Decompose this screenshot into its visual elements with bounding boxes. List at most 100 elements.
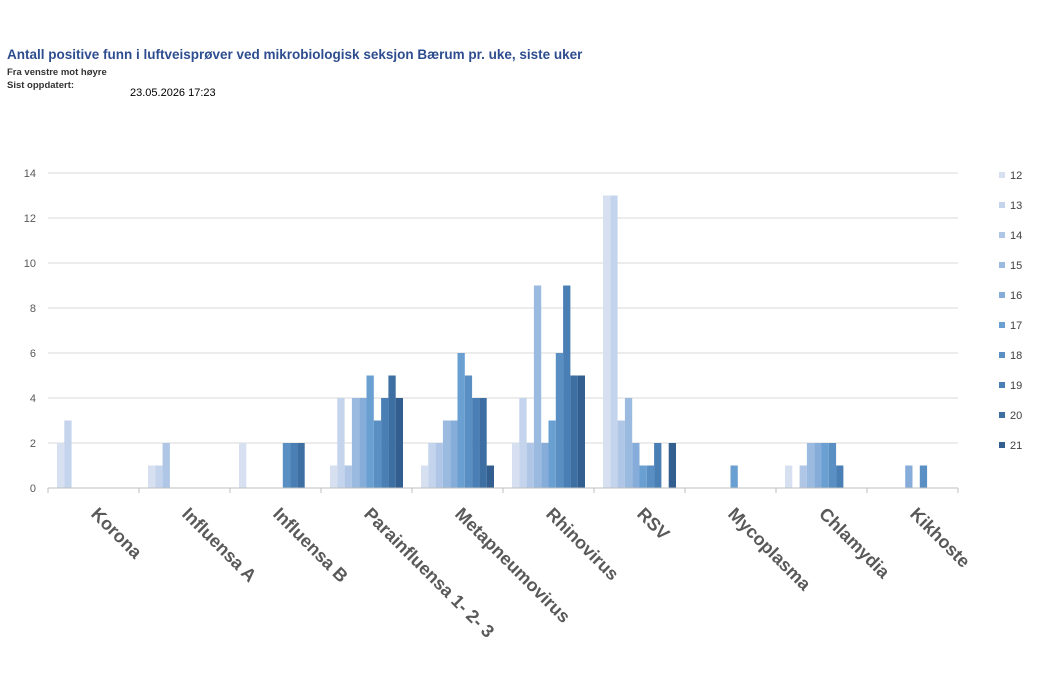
- bar: [64, 420, 72, 488]
- bar: [486, 465, 494, 488]
- y-tick-label: 0: [30, 483, 36, 495]
- bar: [428, 443, 436, 488]
- bar: [919, 465, 928, 488]
- bar: [435, 443, 443, 488]
- bar: [654, 443, 662, 488]
- x-tick-label: Korona: [87, 504, 146, 563]
- bar: [351, 398, 360, 488]
- y-axis-ticks: 0 2 4 6 8 10 12 14: [24, 168, 36, 495]
- bar: [472, 398, 480, 488]
- bar: [512, 443, 520, 488]
- legend-swatch: [999, 442, 1005, 448]
- bar: [603, 195, 611, 488]
- bar: [290, 443, 298, 488]
- legend-swatch: [999, 232, 1005, 238]
- y-tick-label: 2: [30, 438, 36, 450]
- legend-label: 14: [1010, 230, 1022, 242]
- bar: [519, 398, 527, 488]
- legend-label: 20: [1010, 410, 1022, 422]
- y-tick-label: 8: [30, 303, 36, 315]
- bar: [577, 375, 585, 488]
- legend-label: 19: [1010, 380, 1022, 392]
- x-tick-label: Kikhoste: [906, 504, 974, 572]
- bar: [330, 465, 338, 488]
- bar: [617, 420, 625, 488]
- bar: [828, 443, 837, 488]
- bar: [624, 398, 633, 488]
- legend-label: 17: [1010, 320, 1022, 332]
- legend-label: 21: [1010, 440, 1022, 452]
- bar: [421, 465, 429, 488]
- legend-swatch: [999, 322, 1005, 328]
- bar: [162, 443, 170, 488]
- legend-label: 16: [1010, 290, 1022, 302]
- legend-swatch: [999, 202, 1005, 208]
- bar: [381, 398, 389, 488]
- x-axis-labels: Korona Influensa A Influensa B Parainfluens…: [87, 504, 974, 642]
- bar: [395, 398, 403, 488]
- bar: [821, 443, 829, 488]
- y-tick-label: 14: [24, 168, 36, 180]
- x-tick-label: RSV: [633, 504, 673, 544]
- chart-subtitle: Fra venstre mot høyre: [7, 67, 107, 78]
- bar: [442, 420, 451, 488]
- bar: [526, 443, 534, 488]
- bar: [836, 465, 844, 488]
- bar: [155, 465, 163, 488]
- bar: [57, 443, 65, 488]
- legend: 12 13 14 15 16 17 18 19 20 21: [999, 170, 1022, 452]
- bar: [388, 375, 396, 488]
- bar: [239, 443, 247, 488]
- legend-swatch: [999, 172, 1005, 178]
- bar: [799, 465, 807, 488]
- bar: [563, 285, 571, 488]
- bar: [297, 443, 305, 488]
- bar: [541, 443, 549, 488]
- y-tick-label: 12: [24, 213, 36, 225]
- legend-swatch: [999, 412, 1005, 418]
- x-tick-label: Mycoplasma: [724, 504, 815, 595]
- legend-label: 15: [1010, 260, 1022, 272]
- bar: [806, 443, 815, 488]
- bar: [479, 398, 487, 488]
- legend-swatch: [999, 292, 1005, 298]
- bar: [646, 465, 655, 488]
- bar: [533, 285, 542, 488]
- last-updated-label: Sist oppdatert:: [7, 80, 75, 91]
- bar: [730, 465, 738, 488]
- bars: [57, 195, 928, 488]
- bar: [814, 443, 822, 488]
- bar: [785, 465, 793, 488]
- legend-label: 12: [1010, 170, 1022, 182]
- bar: [344, 465, 352, 488]
- bar: [610, 195, 618, 488]
- bar: [282, 443, 291, 488]
- x-tick-label: Influensa B: [269, 504, 352, 587]
- legend-swatch: [999, 262, 1005, 268]
- bar: [373, 420, 382, 488]
- bar: [366, 375, 374, 488]
- gridlines: [48, 172, 958, 444]
- x-tick-label: Influensa A: [178, 504, 260, 586]
- chart-title: Antall positive funn i luftveisprøver ve…: [7, 47, 583, 62]
- legend-swatch: [999, 382, 1005, 388]
- y-tick-label: 10: [24, 258, 36, 270]
- legend-label: 13: [1010, 200, 1022, 212]
- bar: [668, 443, 676, 488]
- bar: [457, 353, 465, 488]
- legend-swatch: [999, 352, 1005, 358]
- legend-label: 18: [1010, 350, 1022, 362]
- bar: [450, 420, 458, 488]
- bar: [337, 398, 345, 488]
- bar: [555, 353, 564, 488]
- x-tick-label: Chlamydia: [815, 504, 894, 583]
- bar: [548, 420, 556, 488]
- x-axis: [47, 487, 959, 493]
- bar: [359, 398, 367, 488]
- x-tick-label: Rhinovirus: [542, 504, 623, 585]
- bar: [632, 443, 640, 488]
- y-tick-label: 4: [30, 393, 36, 405]
- bar: [148, 465, 156, 488]
- bar: [639, 465, 647, 488]
